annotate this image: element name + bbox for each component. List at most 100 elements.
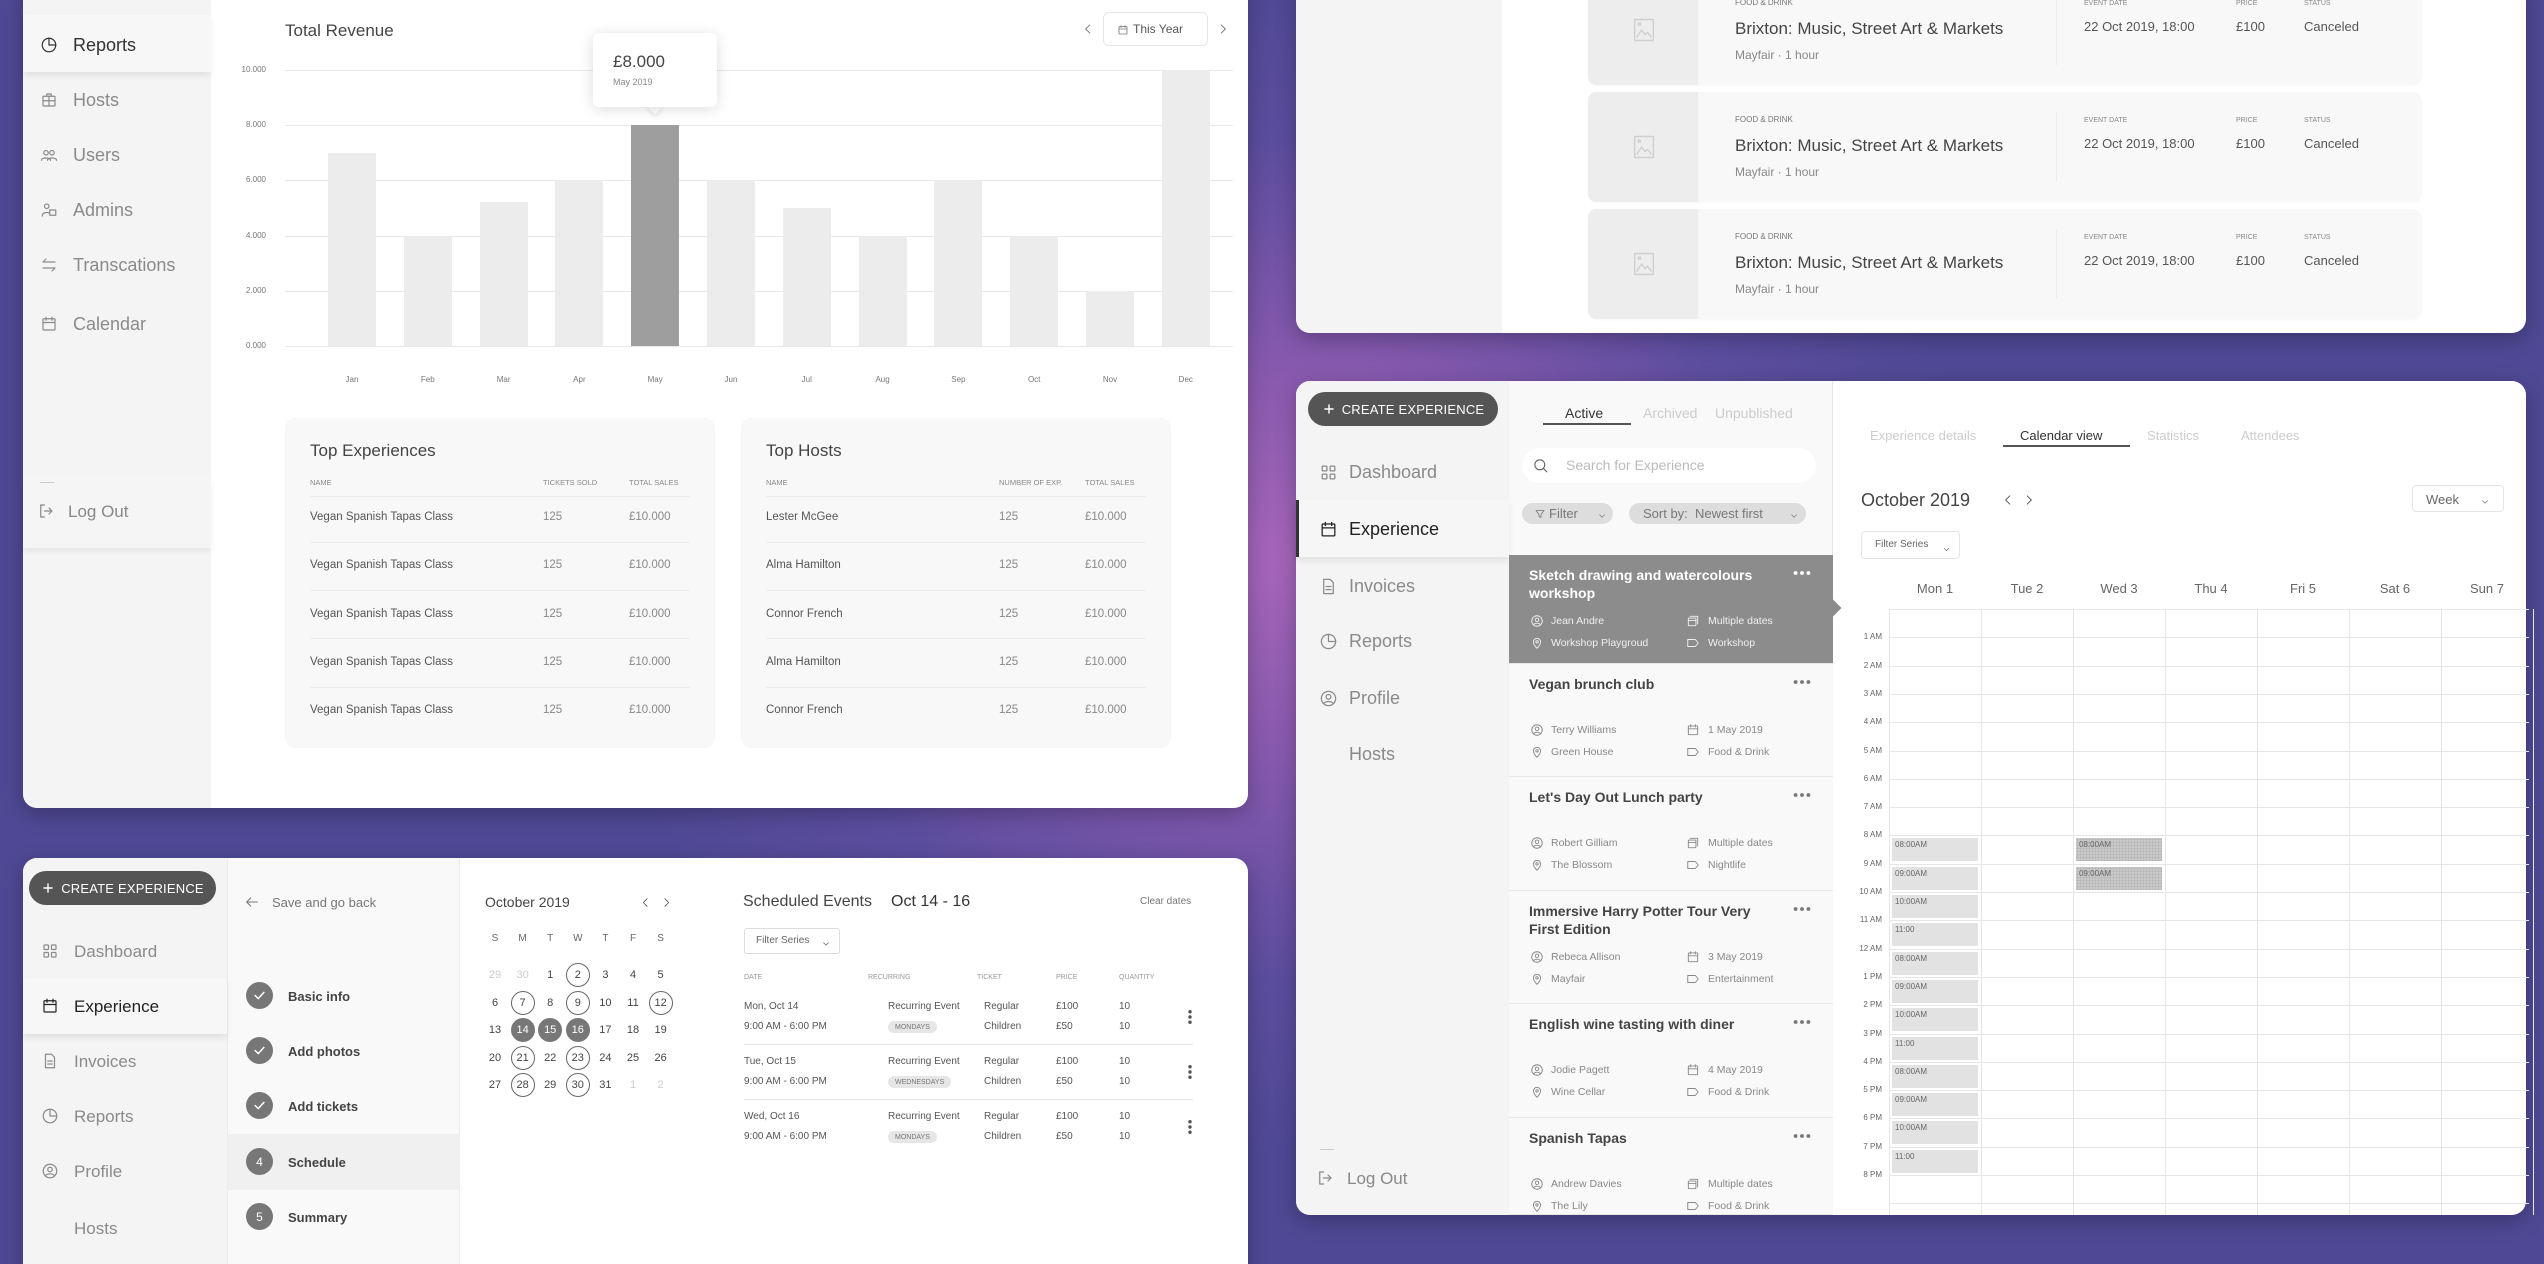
nav-item-reports[interactable]: Reports bbox=[1349, 631, 1413, 651]
chevron-right-icon[interactable] bbox=[2022, 493, 2036, 507]
calendar-event[interactable]: 09:00AM bbox=[1892, 979, 1978, 1003]
calendar-day[interactable]: 24 bbox=[599, 1051, 612, 1064]
bar-aug[interactable] bbox=[858, 235, 907, 346]
step-add-tickets[interactable]: Add tickets bbox=[288, 1098, 359, 1114]
clear-dates-link[interactable]: Clear dates bbox=[1140, 896, 1192, 907]
calendar-day[interactable]: 8 bbox=[547, 996, 554, 1009]
more-vertical-icon[interactable] bbox=[1181, 1063, 1199, 1081]
more-vertical-icon[interactable] bbox=[1181, 1118, 1199, 1136]
calendar-day[interactable]: 18 bbox=[626, 1023, 640, 1036]
experience-list-item[interactable] bbox=[1509, 555, 1833, 664]
detail-tab-calendar-view[interactable]: Calendar view bbox=[2020, 427, 2103, 443]
calendar-event[interactable]: 10:00AM bbox=[1892, 1008, 1978, 1032]
calendar-event[interactable]: 11:00 bbox=[1892, 1149, 1978, 1173]
logout-icon[interactable] bbox=[37, 502, 55, 520]
step-schedule[interactable]: Schedule bbox=[288, 1154, 346, 1170]
calendar-event[interactable]: 09:00AM bbox=[2076, 866, 2162, 890]
more-horizontal-icon[interactable] bbox=[1791, 1125, 1813, 1147]
experience-list-item[interactable] bbox=[1509, 664, 1833, 777]
nav-item-profile[interactable]: Profile bbox=[1349, 688, 1401, 708]
calendar-day[interactable]: 4 bbox=[629, 968, 637, 981]
calendar-day[interactable]: 30 bbox=[516, 968, 529, 981]
calendar-day[interactable]: 2 bbox=[565, 963, 590, 987]
calendar-day[interactable]: 1 bbox=[547, 968, 554, 981]
booking-card[interactable] bbox=[1588, 0, 2422, 85]
calendar-event[interactable]: 11:00 bbox=[1892, 1036, 1978, 1060]
more-horizontal-icon[interactable] bbox=[1791, 671, 1813, 693]
create-experience-button[interactable]: CREATE EXPERIENCE bbox=[1308, 392, 1498, 426]
calendar-day[interactable]: 28 bbox=[510, 1073, 535, 1097]
chevron-left-icon[interactable] bbox=[2001, 493, 2015, 507]
filter-series-dropdown[interactable] bbox=[1861, 531, 1960, 559]
calendar-event[interactable]: 09:00AM bbox=[1892, 866, 1978, 890]
chevron-right-icon[interactable] bbox=[1216, 22, 1230, 36]
calendar-day[interactable]: 27 bbox=[488, 1078, 502, 1091]
nav-item-dashboard[interactable]: Dashboard bbox=[1349, 462, 1438, 482]
view-dropdown[interactable] bbox=[2412, 485, 2504, 512]
calendar-day[interactable]: 26 bbox=[654, 1051, 667, 1064]
calendar-day[interactable]: 10 bbox=[599, 996, 612, 1009]
booking-card[interactable] bbox=[1588, 92, 2422, 202]
logout-icon[interactable] bbox=[1316, 1169, 1334, 1187]
bar-feb[interactable] bbox=[403, 235, 452, 346]
list-tab-unpublished[interactable]: Unpublished bbox=[1715, 405, 1793, 421]
search-input[interactable] bbox=[1522, 448, 1816, 483]
nav-item-reports[interactable]: Reports bbox=[74, 1106, 134, 1126]
chevron-left-icon[interactable] bbox=[1081, 22, 1095, 36]
calendar-day[interactable]: 9 bbox=[565, 991, 590, 1015]
booking-card[interactable] bbox=[1588, 209, 2422, 319]
calendar-event[interactable]: 09:00AM bbox=[1892, 1093, 1978, 1117]
more-horizontal-icon[interactable] bbox=[1791, 898, 1813, 920]
sidebar-item-transcations[interactable]: Transcations bbox=[73, 255, 176, 275]
experience-list-item[interactable] bbox=[1509, 1004, 1833, 1118]
filter-series-dropdown[interactable] bbox=[744, 928, 840, 954]
bar-nov[interactable] bbox=[1086, 290, 1134, 346]
bar-oct[interactable] bbox=[1010, 235, 1059, 346]
calendar-event[interactable]: 10:00AM bbox=[1892, 1121, 1978, 1145]
calendar-day[interactable]: 6 bbox=[491, 996, 499, 1009]
calendar-day[interactable]: 12 bbox=[648, 991, 673, 1015]
calendar-day[interactable]: 3 bbox=[602, 968, 609, 981]
detail-tab-experience-details[interactable]: Experience details bbox=[1870, 427, 1977, 443]
bar-may[interactable] bbox=[631, 125, 680, 346]
experience-list-item[interactable] bbox=[1509, 777, 1833, 891]
arrow-left-icon[interactable] bbox=[244, 894, 260, 910]
calendar-day[interactable]: 5 bbox=[657, 968, 664, 981]
filter-chip[interactable] bbox=[1522, 503, 1613, 524]
sidebar-item-reports[interactable]: Reports bbox=[73, 35, 137, 55]
more-horizontal-icon[interactable] bbox=[1791, 1011, 1813, 1033]
list-tab-active[interactable]: Active bbox=[1565, 405, 1604, 421]
nav-item-invoices[interactable]: Invoices bbox=[74, 1051, 137, 1071]
calendar-day[interactable]: 30 bbox=[565, 1073, 590, 1097]
calendar-day[interactable]: 19 bbox=[654, 1023, 667, 1036]
bar-apr[interactable] bbox=[555, 180, 604, 346]
calendar-day[interactable]: 23 bbox=[565, 1046, 590, 1070]
search-placeholder[interactable]: Search for Experience bbox=[1566, 457, 1705, 473]
calendar-day[interactable]: 7 bbox=[510, 991, 535, 1015]
calendar-day[interactable]: 20 bbox=[488, 1051, 502, 1064]
list-tab-archived[interactable]: Archived bbox=[1643, 405, 1698, 421]
nav-item-dashboard[interactable]: Dashboard bbox=[74, 941, 158, 961]
detail-tab-statistics[interactable]: Statistics bbox=[2147, 427, 2200, 443]
bar-mar[interactable] bbox=[479, 202, 528, 346]
sort-label[interactable]: Sort by: Newest first bbox=[1643, 505, 1763, 521]
calendar-day[interactable]: 29 bbox=[544, 1078, 557, 1091]
calendar-event[interactable]: 08:00AM bbox=[1892, 1064, 1978, 1088]
step-summary[interactable]: Summary bbox=[288, 1209, 348, 1225]
bar-sep[interactable] bbox=[934, 180, 983, 346]
sidebar-item-calendar[interactable]: Calendar bbox=[73, 314, 147, 334]
sidebar-item-users[interactable]: Users bbox=[73, 145, 121, 165]
calendar-day[interactable]: 13 bbox=[488, 1023, 502, 1036]
nav-item-experience[interactable]: Experience bbox=[74, 996, 160, 1016]
calendar-day[interactable]: 22 bbox=[544, 1051, 557, 1064]
more-horizontal-icon[interactable] bbox=[1791, 784, 1813, 806]
calendar-day[interactable]: 14 bbox=[510, 1018, 535, 1042]
nav-item-hosts[interactable]: Hosts bbox=[1349, 744, 1396, 764]
bar-dec[interactable] bbox=[1161, 70, 1210, 346]
chevron-right-icon[interactable] bbox=[660, 896, 673, 909]
step-basic-info[interactable]: Basic info bbox=[288, 988, 351, 1004]
calendar-day[interactable]: 16 bbox=[565, 1018, 590, 1042]
calendar-day[interactable]: 17 bbox=[599, 1023, 612, 1036]
create-experience-button[interactable]: CREATE EXPERIENCE bbox=[29, 871, 216, 905]
calendar-day[interactable]: 29 bbox=[488, 968, 502, 981]
